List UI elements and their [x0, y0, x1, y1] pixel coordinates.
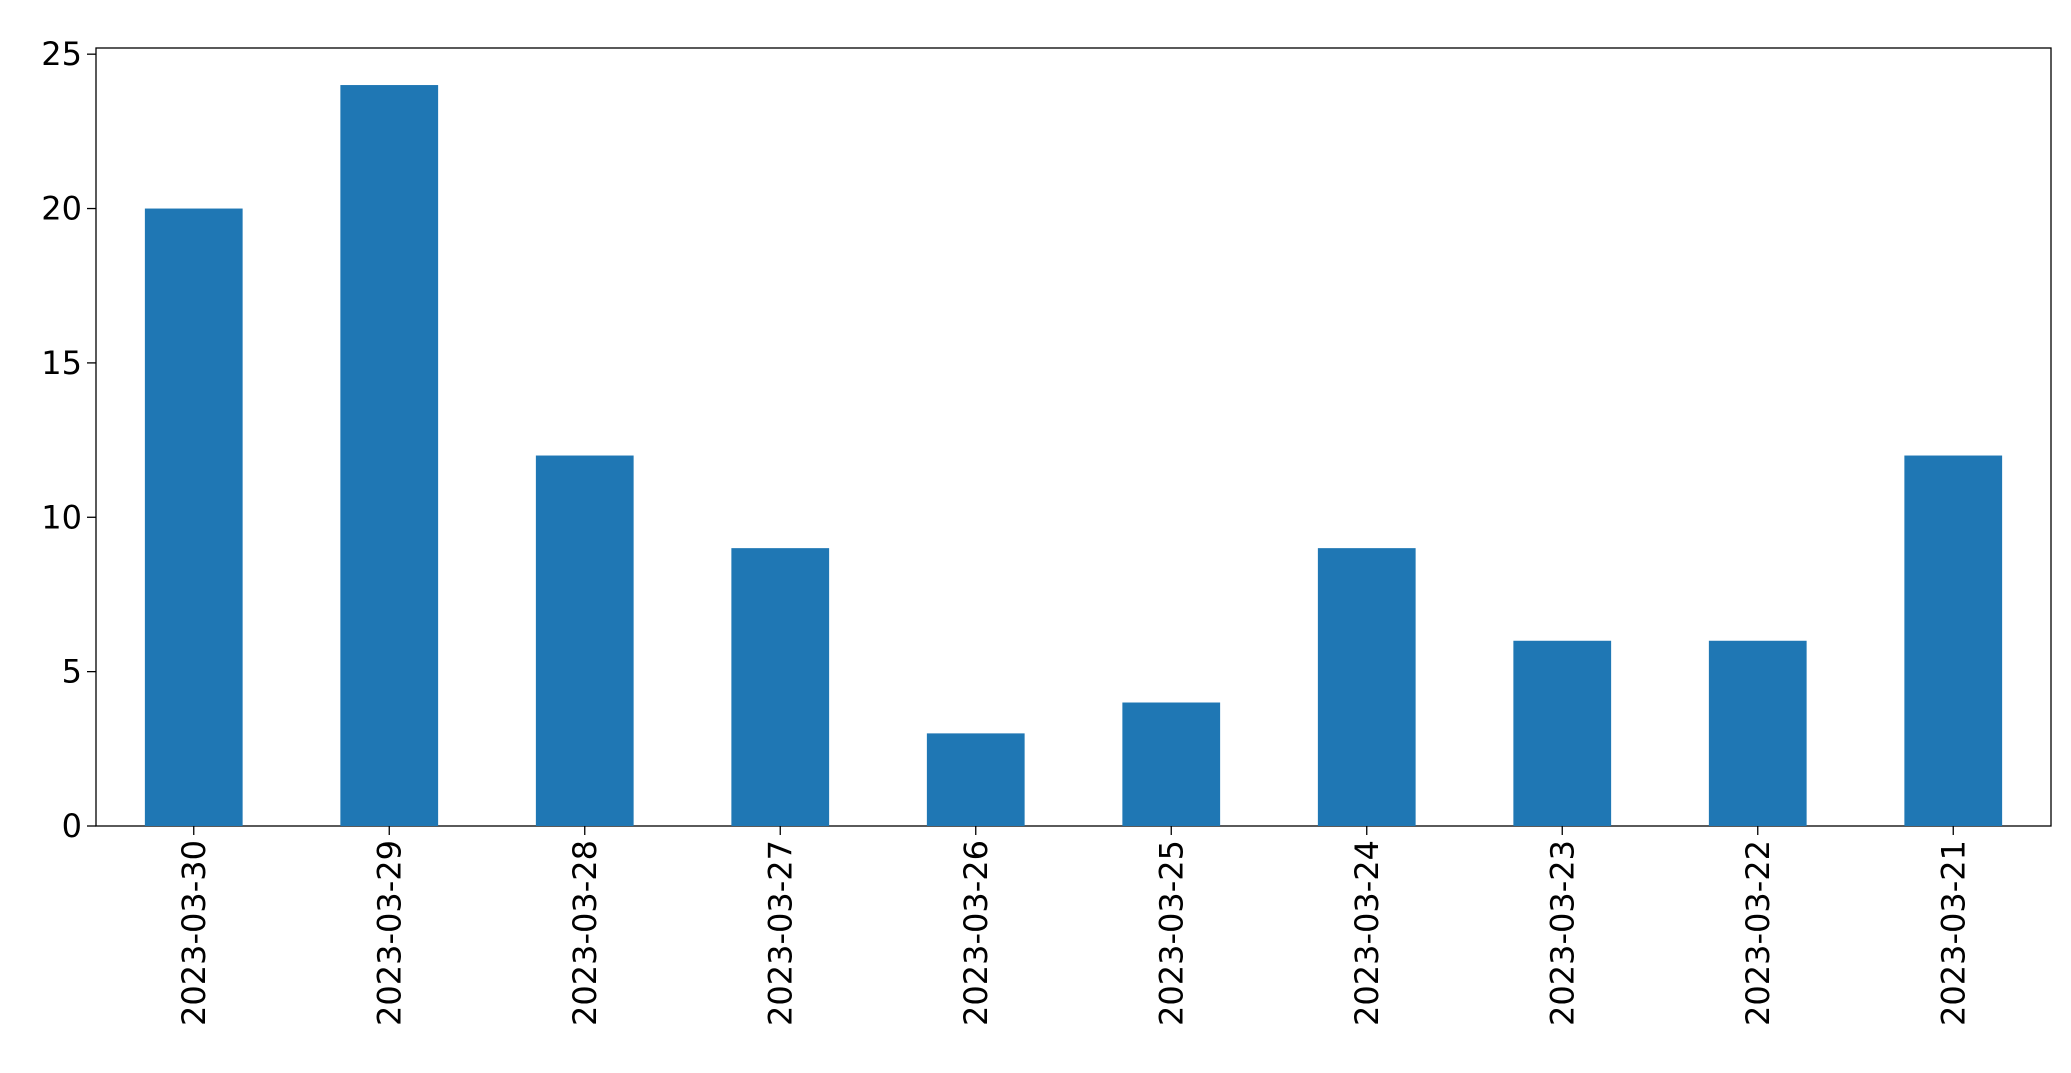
bar	[1708, 640, 1807, 826]
x-tick-label: 2023-03-21	[1934, 840, 1972, 1026]
bar	[926, 733, 1025, 826]
x-tick-label: 2023-03-27	[761, 840, 799, 1026]
x-tick-label: 2023-03-25	[1152, 840, 1190, 1026]
x-tick-label: 2023-03-26	[957, 840, 995, 1026]
bar	[731, 548, 830, 826]
bar	[1513, 640, 1612, 826]
y-tick-label: 10	[41, 498, 82, 536]
x-tick-label: 2023-03-29	[370, 840, 408, 1026]
x-tick-label: 2023-03-28	[566, 840, 604, 1026]
y-tick-label: 0	[62, 807, 82, 845]
x-tick-label: 2023-03-30	[175, 840, 213, 1026]
y-tick-label: 5	[62, 653, 82, 691]
bar	[1904, 455, 2003, 826]
bar	[340, 85, 439, 827]
plot-frame	[95, 47, 2052, 827]
bar	[144, 208, 243, 827]
bar	[1122, 702, 1221, 826]
x-tick-label: 2023-03-24	[1348, 840, 1386, 1026]
y-tick-label: 20	[41, 190, 82, 228]
x-tick-label: 2023-03-23	[1543, 840, 1581, 1026]
x-tick-label: 2023-03-22	[1739, 840, 1777, 1026]
bar	[1317, 548, 1416, 826]
bar	[535, 455, 634, 826]
y-tick-label: 25	[41, 35, 82, 73]
y-tick-label: 15	[41, 344, 82, 382]
